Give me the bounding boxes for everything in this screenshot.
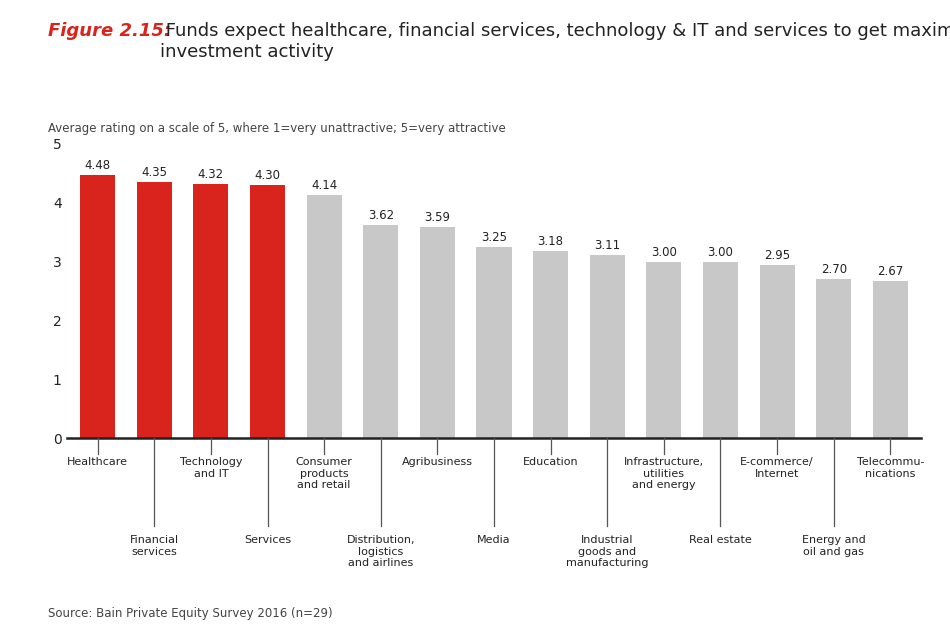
Text: Industrial
goods and
manufacturing: Industrial goods and manufacturing xyxy=(566,535,649,568)
Text: 4.35: 4.35 xyxy=(142,167,167,179)
Text: Financial
services: Financial services xyxy=(130,535,179,557)
Text: Telecommu-
nications: Telecommu- nications xyxy=(857,457,924,479)
Text: Average rating on a scale of 5, where 1=very unattractive; 5=very attractive: Average rating on a scale of 5, where 1=… xyxy=(48,122,505,135)
Text: 4.48: 4.48 xyxy=(85,158,111,172)
Text: Source: Bain Private Equity Survey 2016 (n=29): Source: Bain Private Equity Survey 2016 … xyxy=(48,607,332,620)
Bar xyxy=(646,262,681,438)
Bar xyxy=(703,262,738,438)
Bar xyxy=(194,184,228,438)
Bar xyxy=(477,247,511,438)
Bar xyxy=(137,182,172,438)
Text: Agribusiness: Agribusiness xyxy=(402,457,473,467)
Text: Education: Education xyxy=(522,457,579,467)
Text: 4.30: 4.30 xyxy=(255,169,280,182)
Bar xyxy=(873,281,908,438)
Text: 2.95: 2.95 xyxy=(764,249,790,262)
Text: Technology
and IT: Technology and IT xyxy=(180,457,242,479)
Text: 3.59: 3.59 xyxy=(425,211,450,224)
Text: 3.25: 3.25 xyxy=(481,231,507,244)
Text: 2.67: 2.67 xyxy=(877,265,903,278)
Text: Healthcare: Healthcare xyxy=(67,457,128,467)
Bar xyxy=(816,279,851,438)
Text: 4.32: 4.32 xyxy=(198,168,224,181)
Bar xyxy=(250,185,285,438)
Text: 3.18: 3.18 xyxy=(538,235,563,248)
Bar xyxy=(420,227,455,438)
Text: Energy and
oil and gas: Energy and oil and gas xyxy=(802,535,865,557)
Bar xyxy=(590,255,625,438)
Bar xyxy=(533,251,568,438)
Text: Consumer
products
and retail: Consumer products and retail xyxy=(295,457,352,490)
Text: Funds expect healthcare, financial services, technology & IT and services to get: Funds expect healthcare, financial servi… xyxy=(160,22,950,61)
Bar xyxy=(307,195,342,438)
Bar xyxy=(760,265,794,438)
Text: 3.62: 3.62 xyxy=(368,209,394,222)
Text: Distribution,
logistics
and airlines: Distribution, logistics and airlines xyxy=(347,535,415,568)
Text: 3.11: 3.11 xyxy=(594,239,620,252)
Text: Real estate: Real estate xyxy=(689,535,751,545)
Text: 3.00: 3.00 xyxy=(708,246,733,259)
Text: 4.14: 4.14 xyxy=(311,178,337,192)
Text: 2.70: 2.70 xyxy=(821,264,846,277)
Text: 3.00: 3.00 xyxy=(651,246,676,259)
Text: E-commerce/
Internet: E-commerce/ Internet xyxy=(740,457,814,479)
Text: Media: Media xyxy=(477,535,511,545)
Bar xyxy=(80,175,115,438)
Text: Figure 2.15:: Figure 2.15: xyxy=(48,22,171,40)
Bar xyxy=(363,225,398,438)
Text: Services: Services xyxy=(244,535,291,545)
Text: Infrastructure,
utilities
and energy: Infrastructure, utilities and energy xyxy=(624,457,704,490)
